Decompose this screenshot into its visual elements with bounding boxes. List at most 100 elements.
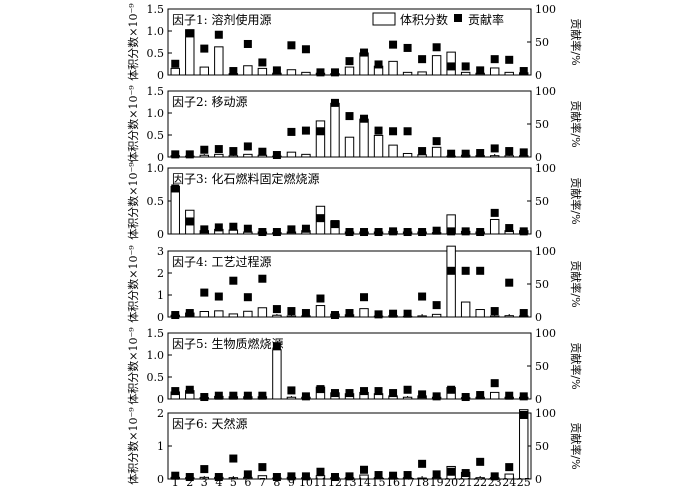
left-tick-label: 2 [157,267,164,280]
volume-bar [475,309,485,318]
contribution-marker [287,472,296,481]
volume-bar [257,67,268,76]
contribution-marker [374,387,383,396]
contribution-marker [519,309,528,318]
contribution-marker [316,385,325,394]
contribution-marker [505,278,514,287]
contribution-marker [374,60,383,69]
contribution-marker [171,150,180,159]
volume-bar [243,310,253,318]
volume-bar [214,153,224,158]
right-tick-label: 50 [535,36,549,49]
x-tick-label: 11 [313,476,327,489]
right-tick-label: 100 [535,162,556,175]
right-axis-label: 贡献率/% [569,18,583,65]
contribution-marker [214,223,223,232]
x-tick-label: 13 [343,476,357,489]
contribution-marker [490,307,499,316]
contribution-marker [287,386,296,395]
left-tick-label: 0 [157,228,164,241]
volume-bar [243,153,253,158]
contribution-marker [432,301,441,310]
volume-bar [446,245,456,318]
volume-bar [214,46,224,76]
contribution-marker [229,276,238,285]
contribution-marker [432,226,441,235]
volume-bar [504,155,514,158]
contribution-marker [330,98,339,107]
left-axis-label: 体积分数×10⁻⁹ [126,245,140,323]
contribution-marker [389,40,398,49]
x-tick-label: 14 [357,476,371,489]
contribution-marker [418,390,427,399]
volume-bar [315,120,326,158]
contribution-marker [389,389,398,398]
contribution-marker [316,467,325,476]
contribution-marker [301,126,310,135]
volume-bar [272,349,282,400]
x-tick-label: 10 [299,476,313,489]
volume-bar [286,69,297,76]
contribution-marker [490,472,499,481]
volume-bar [402,152,413,158]
x-tick-label: 20 [444,476,458,489]
contribution-marker [447,266,456,275]
volume-bar [504,315,514,318]
x-tick-label: 23 [488,476,502,489]
contribution-marker [476,266,485,275]
right-tick-label: 50 [535,195,549,208]
contribution-marker [229,147,238,156]
contribution-marker [461,227,470,236]
volume-bar [489,155,500,158]
contribution-marker [200,145,209,154]
contribution-marker [272,228,281,237]
contribution-marker [214,292,223,301]
volume-bar [388,60,398,76]
contribution-marker [389,127,398,136]
left-tick-label: 0.5 [147,371,165,384]
contribution-marker [185,385,194,394]
contribution-marker [418,147,427,156]
x-tick-label: 6 [244,476,251,489]
contribution-marker [214,145,223,154]
x-tick-label: 12 [328,476,342,489]
x-tick-label: 2 [186,476,193,489]
contribution-marker [330,220,339,229]
left-tick-label: 0.5 [147,129,165,142]
legend-contrib-label: 贡献率 [468,12,504,27]
contribution-marker [171,311,180,320]
contribution-marker [505,55,514,64]
contribution-marker [360,293,369,302]
contribution-marker [403,127,412,136]
right-axis-label: 贡献率/% [569,260,583,307]
legend-contrib-marker [454,14,462,22]
contribution-marker [432,43,441,52]
contribution-marker [360,465,369,474]
x-tick-label: 1 [172,476,179,489]
volume-bar [519,409,529,480]
contribution-marker [505,147,514,156]
volume-bar [199,311,210,318]
contribution-marker [287,41,296,50]
volume-bar [489,315,500,318]
left-tick-label: 2 [157,407,164,420]
contribution-marker [374,126,383,135]
contribution-marker [229,222,238,231]
contribution-marker [505,224,514,233]
left-tick-label: 0 [157,393,164,406]
contribution-marker [258,463,267,472]
panel-title: 因子1: 溶剂使用源 [172,12,272,27]
legend-volume-label: 体积分数 [400,12,448,27]
contribution-marker [360,228,369,237]
contribution-marker [272,151,281,160]
volume-bar [431,55,442,76]
contribution-marker [287,127,296,136]
panel-title: 因子4: 工艺过程源 [172,254,272,269]
contribution-marker [243,293,252,302]
volume-bar [199,66,210,76]
contribution-marker [519,148,528,157]
contribution-marker [171,59,180,68]
right-tick-label: 100 [535,85,556,98]
contribution-marker [171,471,180,480]
